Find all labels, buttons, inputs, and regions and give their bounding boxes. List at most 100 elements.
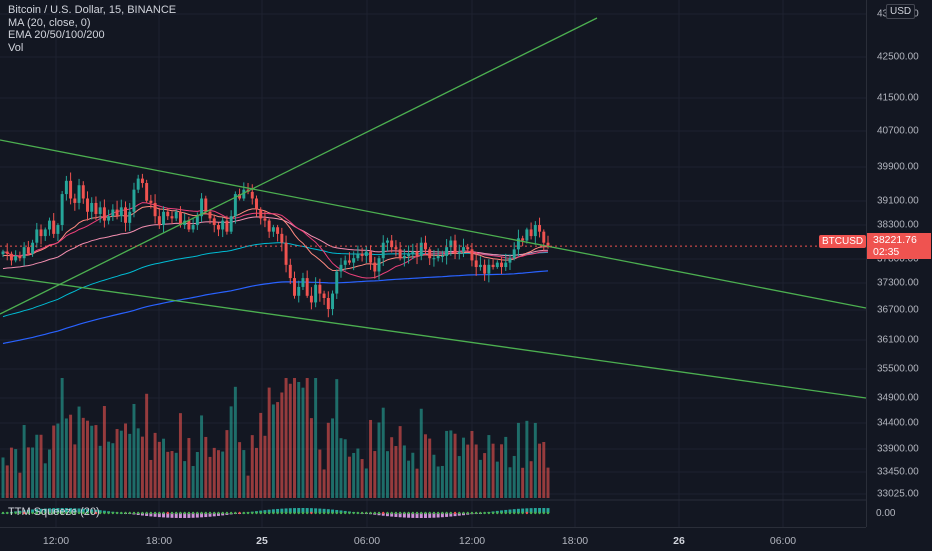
ttm-dot	[48, 511, 51, 515]
candle-body	[415, 251, 419, 256]
volume-bar	[331, 418, 335, 498]
ttm-bar	[94, 509, 98, 513]
candle-body	[533, 225, 537, 237]
ttm-dot	[394, 511, 398, 515]
candle-body	[411, 251, 415, 254]
volume-bar	[56, 423, 60, 498]
ttm-dot	[487, 511, 491, 515]
ttm-bar	[428, 513, 432, 518]
trendlines	[0, 17, 866, 399]
volume-bar	[483, 453, 487, 498]
volume-bar	[191, 466, 195, 498]
volume-bar	[73, 444, 77, 498]
ttm-dot	[213, 511, 216, 515]
ttm-dot	[255, 511, 258, 515]
chart-legend: Bitcoin / U.S. Dollar, 15, BINANCE MA (2…	[8, 4, 176, 54]
ttm-dot	[18, 511, 22, 515]
ttm-dot	[301, 511, 305, 515]
candle-body	[145, 183, 149, 201]
volume-bar	[77, 406, 81, 498]
ttm-bar	[200, 513, 204, 518]
ttm-dot	[441, 511, 444, 515]
candle-body	[305, 278, 309, 296]
candle-body	[284, 242, 288, 265]
ttm-dot	[225, 511, 229, 515]
ttm-dot	[310, 511, 313, 515]
time-axis[interactable]: 12:00 18:00 25 06:00 12:00 18:00 26 06:00	[0, 527, 866, 551]
candle-body	[81, 185, 85, 199]
candle-body	[318, 284, 322, 294]
volume-bar	[309, 418, 313, 498]
ttm-dot	[483, 511, 486, 515]
candle-body	[326, 297, 330, 310]
candle-body	[233, 194, 237, 217]
ttm-bar	[47, 508, 51, 513]
volume-bar	[132, 403, 136, 498]
candle-body	[385, 240, 389, 243]
candle-body	[153, 202, 157, 217]
ttm-dot	[356, 511, 360, 515]
volume-bar	[157, 441, 161, 498]
ttm-dot	[491, 511, 495, 515]
price-axis[interactable]: 43300.0042500.0041500.0040700.0039900.00…	[866, 0, 932, 527]
volume-bar	[381, 407, 385, 498]
candle-body	[1, 251, 5, 255]
volume-bar	[542, 442, 546, 498]
ttm-bar	[90, 509, 94, 513]
volume-bar	[398, 426, 402, 498]
ttm-dot	[284, 511, 288, 515]
ttm-dot	[521, 511, 524, 515]
legend-symbol[interactable]: Bitcoin / U.S. Dollar, 15, BINANCE	[8, 4, 177, 16]
ttm-dot	[208, 511, 212, 515]
volume-bar	[86, 420, 89, 498]
ttm-dot	[466, 511, 469, 515]
ttm-dot	[407, 511, 410, 515]
candle-body	[170, 216, 174, 219]
ema-200-line	[2, 270, 549, 345]
legend-ema[interactable]: EMA 20/50/100/200	[8, 29, 105, 41]
ttm-squeeze-label[interactable]: TTM Squeeze (20)	[8, 506, 100, 518]
price-chart[interactable]: Bitcoin / U.S. Dollar, 15, BINANCE MA (2…	[0, 0, 866, 527]
ttm-dot	[56, 511, 60, 515]
ttm-dot	[82, 511, 85, 515]
ttm-dot	[191, 511, 195, 515]
volume-bar	[5, 465, 9, 498]
candle-body	[508, 258, 512, 263]
ttm-dot	[365, 511, 368, 515]
candle-body	[466, 247, 470, 250]
volume-bar	[94, 425, 98, 498]
ttm-dot	[259, 511, 262, 515]
volume-bar	[546, 467, 550, 498]
candle-body	[136, 178, 140, 190]
ttm-dot	[6, 511, 9, 515]
ttm-dot	[322, 511, 326, 515]
trendline-lower	[0, 275, 866, 399]
ttm-dot	[276, 511, 279, 515]
ttm-bar	[31, 509, 35, 513]
ttm-dot	[360, 511, 364, 515]
volume-bar	[187, 438, 191, 498]
volume-bar	[352, 452, 356, 498]
candle-body	[255, 198, 258, 210]
chart-canvas[interactable]	[0, 0, 866, 527]
ttm-value-label: 0.00	[876, 508, 896, 519]
volume-bar	[90, 425, 94, 498]
volume-bar	[377, 422, 381, 498]
candle-body	[335, 271, 339, 294]
volume-bars	[1, 378, 550, 498]
ttm-bar	[445, 513, 449, 517]
volume-bar	[212, 447, 216, 498]
ttm-dot	[86, 511, 89, 515]
ttm-dot	[107, 511, 110, 515]
volume-bar	[491, 443, 495, 498]
candle-body	[495, 262, 499, 268]
candle-body	[64, 180, 68, 195]
volume-bar	[415, 468, 419, 498]
legend-ma[interactable]: MA (20, close, 0)	[8, 16, 91, 29]
legend-vol[interactable]: Vol	[8, 41, 24, 54]
volume-bar	[284, 378, 288, 498]
candle-body	[162, 211, 166, 226]
ttm-bar	[174, 513, 178, 518]
volume-bar	[487, 435, 491, 498]
currency-badge[interactable]: USD	[886, 4, 916, 19]
